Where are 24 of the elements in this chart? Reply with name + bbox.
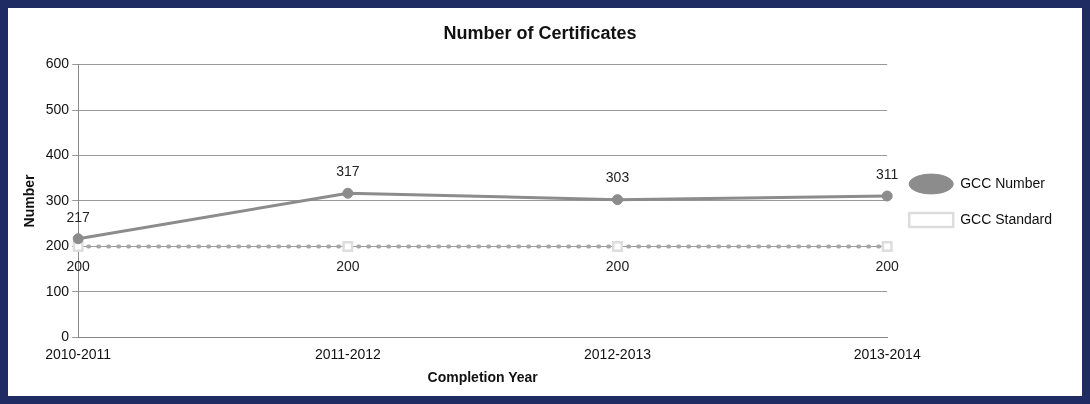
legend-label: GCC Number xyxy=(960,174,1046,191)
x-tick-label: 2010-2011 xyxy=(45,345,112,362)
data-label: 317 xyxy=(336,163,360,180)
y-tick-label: 0 xyxy=(61,328,70,345)
y-axis-title: Number xyxy=(21,174,38,228)
data-label: 200 xyxy=(605,258,630,275)
y-tick-label: 600 xyxy=(45,55,70,72)
legend-label: GCC Standard xyxy=(960,210,1053,227)
data-label: 200 xyxy=(336,258,360,275)
y-tick-label: 100 xyxy=(45,282,70,299)
data-label: 200 xyxy=(875,258,900,275)
x-axis-title: Completion Year xyxy=(427,369,539,386)
data-label: 311 xyxy=(876,165,899,182)
chart-title: Number of Certificates xyxy=(443,22,637,43)
x-tick-label: 2012-2013 xyxy=(584,345,652,362)
y-tick-label: 500 xyxy=(45,100,70,117)
y-tick-label: 200 xyxy=(45,237,70,254)
data-label: 200 xyxy=(66,258,91,275)
data-label: 303 xyxy=(605,169,630,186)
x-tick-label: 2013-2014 xyxy=(853,345,921,362)
y-tick-label: 400 xyxy=(45,146,70,163)
x-tick-label: 2011-2012 xyxy=(314,345,381,362)
y-tick-label: 300 xyxy=(45,191,70,208)
data-label: 217 xyxy=(66,208,91,225)
